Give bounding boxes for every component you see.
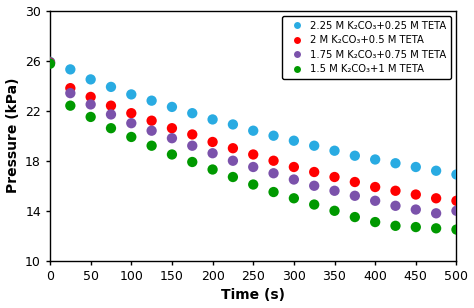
2.25 M K₂CO₃+0.25 M TETA <box>107 84 115 89</box>
1.75 M K₂CO₃+0.75 M TETA <box>46 61 54 66</box>
2.25 M K₂CO₃+0.25 M TETA <box>128 92 135 97</box>
1.5 M K₂CO₃+1 M TETA <box>453 227 460 232</box>
2 M K₂CO₃+0.5 M TETA <box>209 140 216 144</box>
1.5 M K₂CO₃+1 M TETA <box>392 223 399 228</box>
1.75 M K₂CO₃+0.75 M TETA <box>189 143 196 148</box>
1.75 M K₂CO₃+0.75 M TETA <box>371 198 379 203</box>
2.25 M K₂CO₃+0.25 M TETA <box>66 67 74 72</box>
2 M K₂CO₃+0.5 M TETA <box>392 188 399 193</box>
2 M K₂CO₃+0.5 M TETA <box>249 152 257 157</box>
1.5 M K₂CO₃+1 M TETA <box>107 126 115 131</box>
1.5 M K₂CO₃+1 M TETA <box>128 135 135 140</box>
1.75 M K₂CO₃+0.75 M TETA <box>87 102 94 107</box>
2 M K₂CO₃+0.5 M TETA <box>66 86 74 91</box>
2 M K₂CO₃+0.5 M TETA <box>453 198 460 203</box>
2 M K₂CO₃+0.5 M TETA <box>310 169 318 174</box>
1.75 M K₂CO₃+0.75 M TETA <box>107 112 115 117</box>
2.25 M K₂CO₃+0.25 M TETA <box>87 77 94 82</box>
2 M K₂CO₃+0.5 M TETA <box>87 95 94 99</box>
2 M K₂CO₃+0.5 M TETA <box>290 164 298 169</box>
2.25 M K₂CO₃+0.25 M TETA <box>371 157 379 162</box>
1.5 M K₂CO₃+1 M TETA <box>432 226 440 231</box>
2 M K₂CO₃+0.5 M TETA <box>107 103 115 108</box>
2.25 M K₂CO₃+0.25 M TETA <box>290 138 298 143</box>
2 M K₂CO₃+0.5 M TETA <box>432 196 440 201</box>
1.75 M K₂CO₃+0.75 M TETA <box>351 193 359 198</box>
1.5 M K₂CO₃+1 M TETA <box>87 115 94 120</box>
2.25 M K₂CO₃+0.25 M TETA <box>310 143 318 148</box>
2 M K₂CO₃+0.5 M TETA <box>351 180 359 184</box>
1.5 M K₂CO₃+1 M TETA <box>290 196 298 201</box>
1.5 M K₂CO₃+1 M TETA <box>270 189 277 194</box>
X-axis label: Time (s): Time (s) <box>221 289 285 302</box>
1.5 M K₂CO₃+1 M TETA <box>189 160 196 164</box>
Legend: 2.25 M K₂CO₃+0.25 M TETA, 2 M K₂CO₃+0.5 M TETA, 1.75 M K₂CO₃+0.75 M TETA, 1.5 M : 2.25 M K₂CO₃+0.25 M TETA, 2 M K₂CO₃+0.5 … <box>282 16 451 79</box>
1.75 M K₂CO₃+0.75 M TETA <box>412 207 419 212</box>
2 M K₂CO₃+0.5 M TETA <box>371 184 379 189</box>
Y-axis label: Pressure (kPa): Pressure (kPa) <box>6 78 19 193</box>
2 M K₂CO₃+0.5 M TETA <box>189 132 196 137</box>
2.25 M K₂CO₃+0.25 M TETA <box>392 161 399 166</box>
1.75 M K₂CO₃+0.75 M TETA <box>453 208 460 213</box>
2 M K₂CO₃+0.5 M TETA <box>46 60 54 65</box>
1.75 M K₂CO₃+0.75 M TETA <box>290 177 298 182</box>
2.25 M K₂CO₃+0.25 M TETA <box>209 117 216 122</box>
1.75 M K₂CO₃+0.75 M TETA <box>392 203 399 208</box>
1.5 M K₂CO₃+1 M TETA <box>209 167 216 172</box>
2.25 M K₂CO₃+0.25 M TETA <box>249 128 257 133</box>
1.75 M K₂CO₃+0.75 M TETA <box>310 183 318 188</box>
2 M K₂CO₃+0.5 M TETA <box>148 118 155 123</box>
2 M K₂CO₃+0.5 M TETA <box>229 146 237 151</box>
1.5 M K₂CO₃+1 M TETA <box>168 152 176 157</box>
2.25 M K₂CO₃+0.25 M TETA <box>168 104 176 109</box>
1.5 M K₂CO₃+1 M TETA <box>351 215 359 220</box>
1.75 M K₂CO₃+0.75 M TETA <box>432 211 440 216</box>
1.5 M K₂CO₃+1 M TETA <box>371 220 379 225</box>
1.5 M K₂CO₃+1 M TETA <box>66 103 74 108</box>
1.5 M K₂CO₃+1 M TETA <box>249 182 257 187</box>
2.25 M K₂CO₃+0.25 M TETA <box>229 122 237 127</box>
1.5 M K₂CO₃+1 M TETA <box>412 225 419 229</box>
2 M K₂CO₃+0.5 M TETA <box>168 126 176 131</box>
1.75 M K₂CO₃+0.75 M TETA <box>229 158 237 163</box>
1.75 M K₂CO₃+0.75 M TETA <box>209 151 216 156</box>
2 M K₂CO₃+0.5 M TETA <box>412 192 419 197</box>
1.5 M K₂CO₃+1 M TETA <box>46 61 54 66</box>
2 M K₂CO₃+0.5 M TETA <box>331 175 338 180</box>
1.5 M K₂CO₃+1 M TETA <box>331 208 338 213</box>
2.25 M K₂CO₃+0.25 M TETA <box>351 153 359 158</box>
1.5 M K₂CO₃+1 M TETA <box>229 175 237 180</box>
2 M K₂CO₃+0.5 M TETA <box>128 111 135 116</box>
1.75 M K₂CO₃+0.75 M TETA <box>128 121 135 126</box>
2.25 M K₂CO₃+0.25 M TETA <box>270 133 277 138</box>
1.75 M K₂CO₃+0.75 M TETA <box>66 91 74 95</box>
2.25 M K₂CO₃+0.25 M TETA <box>46 59 54 64</box>
2.25 M K₂CO₃+0.25 M TETA <box>189 111 196 116</box>
1.5 M K₂CO₃+1 M TETA <box>148 143 155 148</box>
1.75 M K₂CO₃+0.75 M TETA <box>249 164 257 169</box>
2.25 M K₂CO₃+0.25 M TETA <box>412 164 419 169</box>
1.75 M K₂CO₃+0.75 M TETA <box>331 188 338 193</box>
2.25 M K₂CO₃+0.25 M TETA <box>453 172 460 177</box>
1.75 M K₂CO₃+0.75 M TETA <box>168 136 176 141</box>
1.75 M K₂CO₃+0.75 M TETA <box>270 171 277 176</box>
2.25 M K₂CO₃+0.25 M TETA <box>331 148 338 153</box>
2 M K₂CO₃+0.5 M TETA <box>270 158 277 163</box>
2.25 M K₂CO₃+0.25 M TETA <box>148 98 155 103</box>
1.5 M K₂CO₃+1 M TETA <box>310 202 318 207</box>
1.75 M K₂CO₃+0.75 M TETA <box>148 128 155 133</box>
2.25 M K₂CO₃+0.25 M TETA <box>432 168 440 173</box>
